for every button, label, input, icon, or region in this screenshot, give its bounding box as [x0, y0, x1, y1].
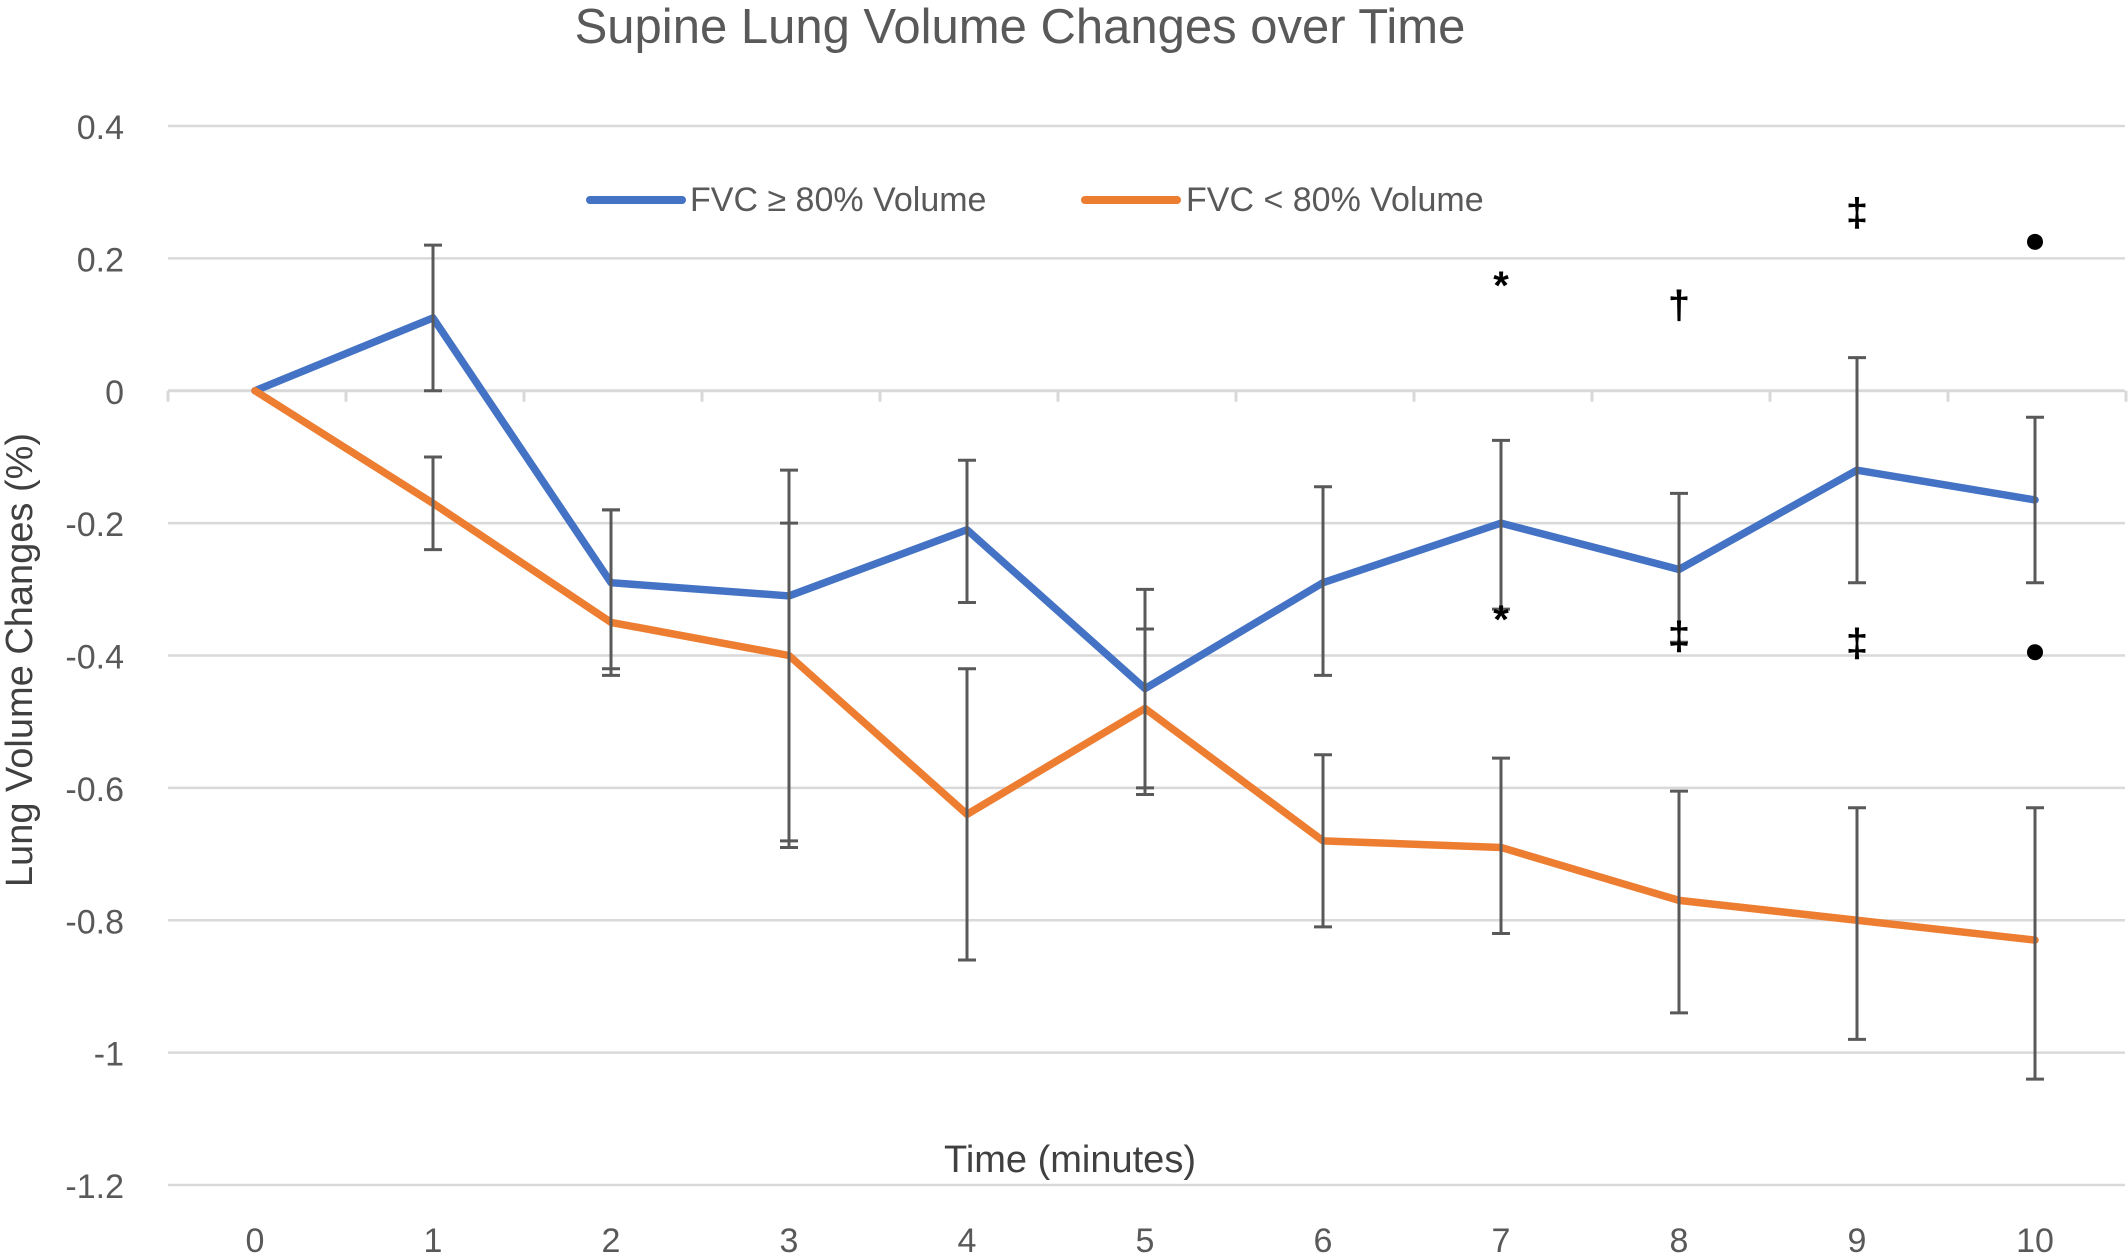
x-tick-label: 5: [1136, 1222, 1155, 1254]
error-bar: [958, 667, 976, 962]
annotation-marker: [2027, 233, 2043, 250]
y-tick-label: -0.6: [65, 771, 124, 809]
x-axis-title: Time (minutes): [944, 1139, 1196, 1181]
error-bars: [424, 243, 2044, 1081]
chart-title: Supine Lung Volume Changes over Time: [575, 0, 1466, 54]
annotation-symbol: ‡: [1668, 615, 1690, 659]
y-tick-label: -0.4: [65, 639, 124, 677]
x-tick-label: 9: [1848, 1222, 1867, 1254]
annotation-symbol: †: [1668, 284, 1690, 328]
x-tick-label: 10: [2016, 1222, 2054, 1254]
error-bar: [1136, 587, 1154, 796]
error-bar: [602, 508, 620, 677]
error-bar: [780, 468, 798, 849]
legend-item-2: FVC < 80% Volume: [1081, 181, 1484, 219]
y-tick-labels: 0.4 0.2 0 -0.2 -0.4 -0.6 -0.8 -1 -1.2: [65, 109, 124, 1206]
error-bar: [2026, 415, 2044, 585]
annotation-symbol: ‡: [1846, 621, 1868, 665]
legend-label: FVC < 80% Volume: [1186, 181, 1484, 219]
x-tick-label: 1: [424, 1222, 443, 1254]
x-tick-label: 2: [602, 1222, 621, 1254]
annotation-marker: [2027, 644, 2043, 661]
error-bar: [2026, 806, 2044, 1081]
annotation-symbol: *: [1493, 598, 1509, 642]
y-tick-label: 0.2: [77, 241, 124, 279]
error-bar: [958, 458, 976, 605]
error-bar: [1848, 806, 1866, 1041]
error-bar: [1314, 753, 1332, 929]
legend-label: FVC ≥ 80% Volume: [690, 181, 986, 219]
y-tick-label: -0.2: [65, 506, 124, 544]
significance-annotations: * † ‡ * ‡ ‡: [1493, 191, 2043, 665]
legend: FVC ≥ 80% Volume FVC < 80% Volume: [586, 181, 1484, 219]
x-tick-label: 3: [780, 1222, 799, 1254]
y-axis-title: Lung Volume Changes (%): [0, 433, 41, 887]
annotation-symbol: *: [1493, 264, 1509, 308]
error-bar: [1314, 485, 1332, 677]
error-bar: [1848, 356, 1866, 585]
x-tick-label: 4: [958, 1222, 977, 1254]
x-tick-label: 6: [1314, 1222, 1333, 1254]
y-tick-label: -1.2: [65, 1168, 124, 1206]
y-tick-label: -0.8: [65, 903, 124, 941]
x-tick-label: 0: [246, 1222, 265, 1254]
error-bar: [1670, 789, 1688, 1015]
legend-item-1: FVC ≥ 80% Volume: [586, 181, 986, 219]
x-tick-label: 7: [1492, 1222, 1511, 1254]
x-axis: [166, 389, 2128, 402]
error-bar: [424, 243, 442, 393]
error-bar: [1492, 438, 1510, 611]
annotation-symbol: ‡: [1846, 191, 1868, 235]
error-bar: [1670, 491, 1688, 644]
y-tick-label: 0.4: [77, 109, 124, 147]
y-tick-label: -1: [94, 1036, 124, 1074]
x-tick-labels: 0 1 2 3 4 5 6 7 8 9 10: [246, 1222, 2054, 1259]
x-tick-label: 8: [1670, 1222, 1689, 1254]
error-bar: [424, 455, 442, 552]
error-bar: [1492, 756, 1510, 935]
y-tick-label: 0: [105, 374, 124, 412]
